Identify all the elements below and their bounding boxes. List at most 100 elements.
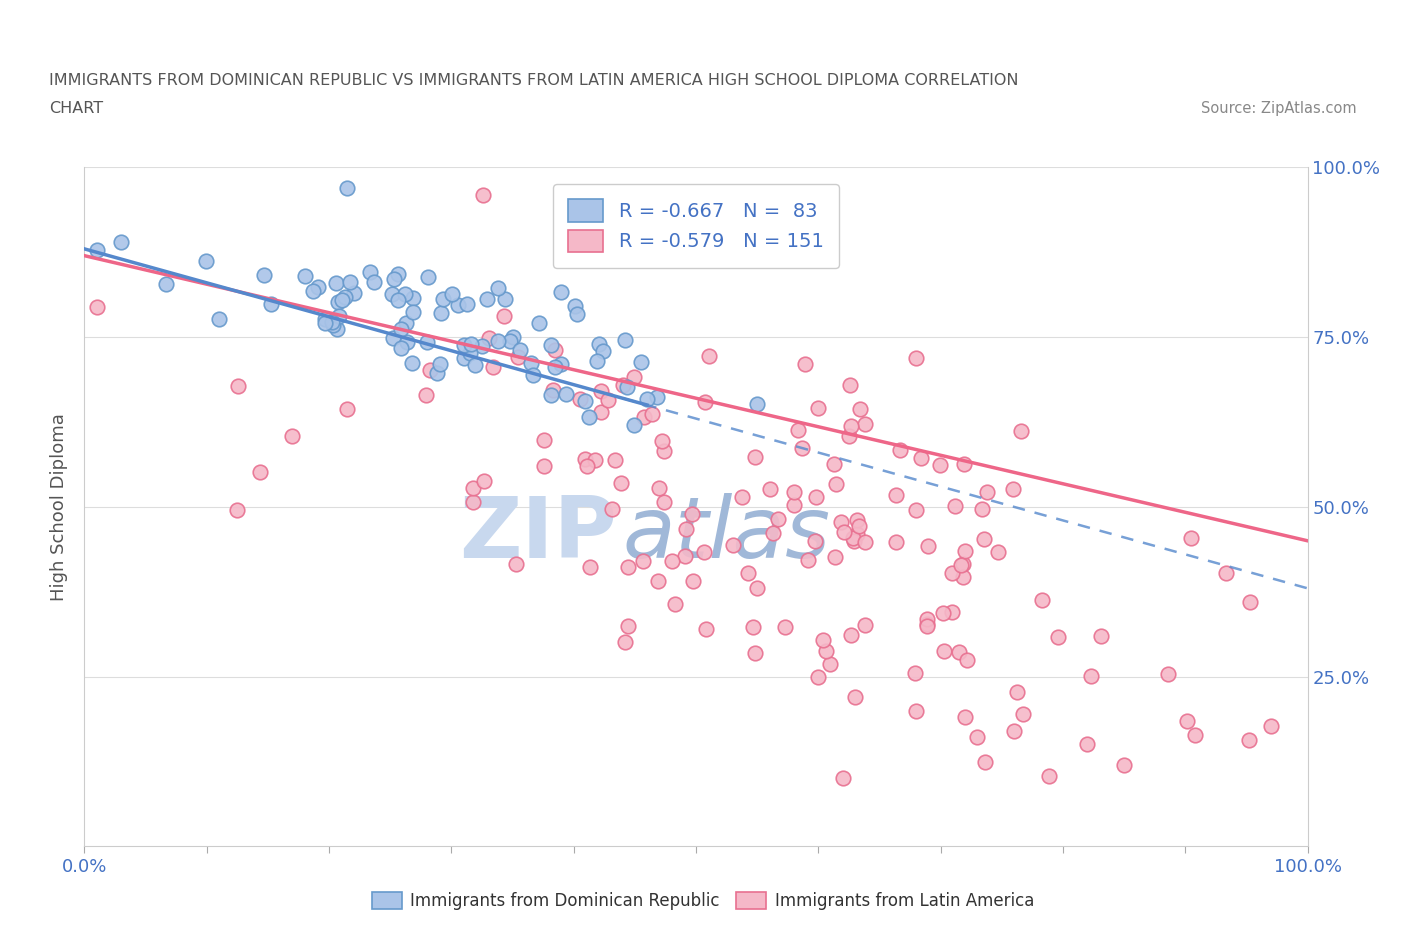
Point [884, 487, 907, 502]
Point [838, 428, 860, 443]
Point [633, 410, 655, 425]
Point [849, 402, 872, 417]
Point [591, 405, 613, 419]
Point [737, 565, 759, 580]
Point [155, 277, 177, 292]
Point [453, 338, 475, 352]
Point [308, 280, 330, 295]
Point [682, 574, 704, 589]
Point [616, 380, 638, 395]
Point [603, 452, 626, 467]
Point [651, 433, 673, 448]
Point [1076, 737, 1098, 752]
Legend: R = -0.667   N =  83, R = -0.579   N = 151: R = -0.667 N = 83, R = -0.579 N = 151 [553, 184, 839, 268]
Point [402, 305, 425, 320]
Point [631, 553, 654, 568]
Text: CHART: CHART [49, 101, 103, 116]
Point [533, 458, 555, 473]
Point [529, 316, 551, 331]
Point [846, 526, 869, 541]
Point [564, 299, 586, 313]
Point [613, 332, 636, 347]
Point [382, 331, 405, 346]
Point [596, 392, 619, 407]
Point [592, 343, 614, 358]
Point [932, 644, 955, 658]
Point [1010, 424, 1032, 439]
Point [395, 315, 418, 330]
Point [544, 343, 567, 358]
Point [416, 335, 439, 350]
Point [838, 378, 860, 392]
Point [966, 729, 988, 744]
Point [402, 290, 425, 305]
Point [630, 354, 652, 369]
Point [636, 392, 658, 406]
Point [1177, 713, 1199, 728]
Point [363, 274, 385, 289]
Point [987, 544, 1010, 559]
Point [486, 334, 509, 349]
Point [773, 619, 796, 634]
Point [814, 644, 837, 658]
Point [953, 544, 976, 559]
Point [394, 287, 416, 302]
Point [832, 771, 855, 786]
Point [806, 490, 828, 505]
Point [1184, 728, 1206, 743]
Point [533, 432, 555, 447]
Point [472, 474, 495, 489]
Point [695, 621, 717, 636]
Point [695, 394, 717, 409]
Point [492, 309, 515, 324]
Point [458, 346, 481, 361]
Point [846, 512, 869, 527]
Point [949, 558, 972, 573]
Point [673, 549, 696, 564]
Point [86, 243, 108, 258]
Point [550, 285, 572, 299]
Point [226, 379, 249, 393]
Text: Source: ZipAtlas.com: Source: ZipAtlas.com [1201, 101, 1357, 116]
Point [554, 387, 576, 402]
Point [697, 349, 720, 364]
Point [396, 335, 419, 350]
Point [1001, 482, 1024, 497]
Point [693, 545, 716, 560]
Point [494, 291, 516, 306]
Legend: Immigrants from Dominican Republic, Immigrants from Latin America: Immigrants from Dominican Republic, Immi… [366, 885, 1040, 917]
Point [486, 281, 509, 296]
Point [586, 353, 609, 368]
Point [505, 557, 527, 572]
Point [249, 465, 271, 480]
Point [1012, 707, 1035, 722]
Point [418, 269, 440, 284]
Point [952, 557, 974, 572]
Point [681, 507, 703, 522]
Point [830, 514, 852, 529]
Point [853, 417, 876, 432]
Point [569, 392, 592, 406]
Point [426, 365, 449, 380]
Point [321, 315, 343, 330]
Point [647, 481, 669, 496]
Point [664, 597, 686, 612]
Point [540, 388, 562, 403]
Point [952, 457, 974, 472]
Point [917, 539, 939, 554]
Point [613, 634, 636, 649]
Point [747, 581, 769, 596]
Point [578, 410, 600, 425]
Point [841, 418, 863, 433]
Point [783, 498, 806, 512]
Point [647, 573, 669, 588]
Point [574, 393, 596, 408]
Point [588, 337, 610, 352]
Point [807, 401, 830, 416]
Point [917, 617, 939, 631]
Point [575, 458, 598, 473]
Point [381, 286, 404, 301]
Point [842, 531, 865, 546]
Point [797, 552, 820, 567]
Point [1002, 724, 1025, 738]
